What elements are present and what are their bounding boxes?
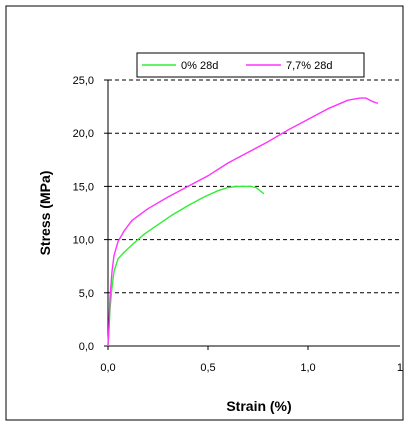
x-tick-label: 0,0 [100, 362, 115, 374]
legend-label-0: 0% 28d [181, 60, 218, 72]
x-tick-label: 1 [397, 362, 403, 374]
y-tick-label: 25,0 [73, 75, 94, 87]
y-axis-title: Stress (MPa) [37, 171, 53, 256]
y-tick-label: 5,0 [79, 288, 94, 300]
x-tick-label: 1,0 [300, 362, 315, 374]
legend-label-1: 7,7% 28d [286, 60, 332, 72]
y-tick-label: 0,0 [79, 341, 94, 353]
y-tick-label: 10,0 [73, 235, 94, 247]
legend: 0% 28d 7,7% 28d [137, 53, 364, 77]
y-tick-label: 20,0 [73, 128, 94, 140]
x-tick-label: 0,5 [200, 362, 215, 374]
y-tick-label: 15,0 [73, 181, 94, 193]
x-axis-title: Strain (%) [226, 398, 291, 414]
